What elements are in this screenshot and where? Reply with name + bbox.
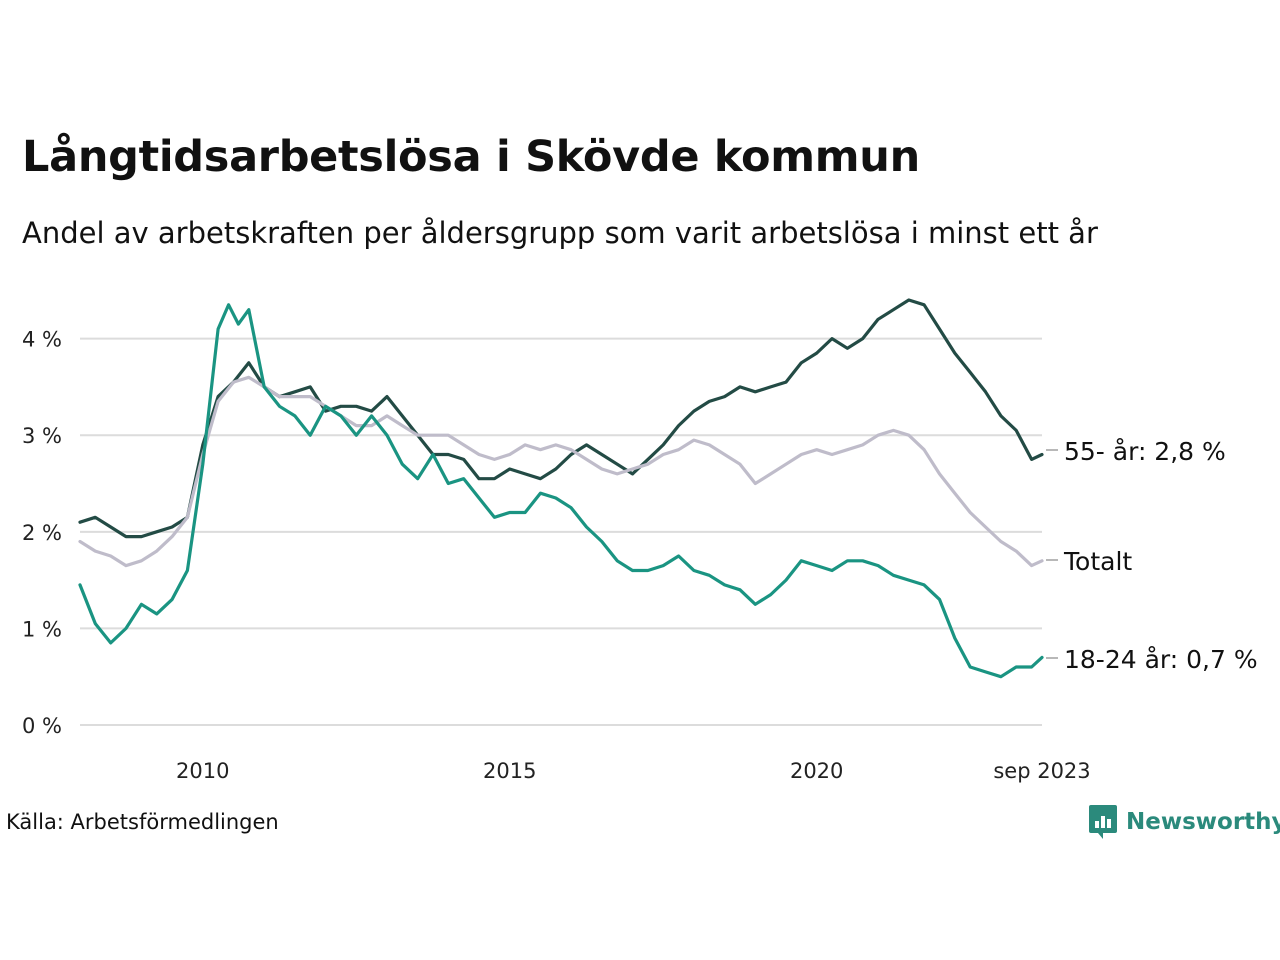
chart-title: Långtidsarbetslösa i Skövde kommun — [22, 132, 920, 182]
y-axis-ticks: 0 % 1 % 2 % 3 % 4 % — [22, 328, 62, 738]
chart-subtitle: Andel av arbetskraften per åldersgrupp s… — [22, 216, 1098, 250]
y-tick-label-1: 1 % — [22, 617, 62, 641]
newsworthy-logo-icon — [1089, 805, 1117, 839]
series-labels: 55- år: 2,8 % Totalt 18-24 år: 0,7 % — [1046, 437, 1258, 674]
y-tick-label-0: 0 % — [22, 714, 62, 738]
brand-name: Newsworthy — [1126, 809, 1280, 835]
y-tick-label-2: 2 % — [22, 521, 62, 545]
series-lines — [78, 298, 1044, 679]
y-tick-label-3: 3 % — [22, 424, 62, 448]
x-axis-ticks: 2010 2015 2020 sep 2023 — [176, 759, 1091, 783]
series-line-totalt — [78, 375, 1044, 568]
x-tick-label-0: 2010 — [176, 759, 229, 783]
x-tick-label-1: 2015 — [483, 759, 536, 783]
series-line-55-r — [78, 298, 1044, 539]
x-tick-label-3: sep 2023 — [993, 759, 1090, 783]
brand-logo[interactable]: Newsworthy — [1088, 804, 1280, 840]
gridlines — [80, 337, 1042, 726]
series-label-totalt: Totalt — [1063, 547, 1132, 576]
series-label-18-24-r: 18-24 år: 0,7 % — [1064, 645, 1258, 674]
series-line-18-24-r — [78, 303, 1044, 679]
y-tick-label-4: 4 % — [22, 328, 62, 352]
x-tick-label-2: 2020 — [790, 759, 843, 783]
source-note: Källa: Arbetsförmedlingen — [6, 810, 279, 834]
series-label-55-r: 55- år: 2,8 % — [1064, 437, 1226, 466]
